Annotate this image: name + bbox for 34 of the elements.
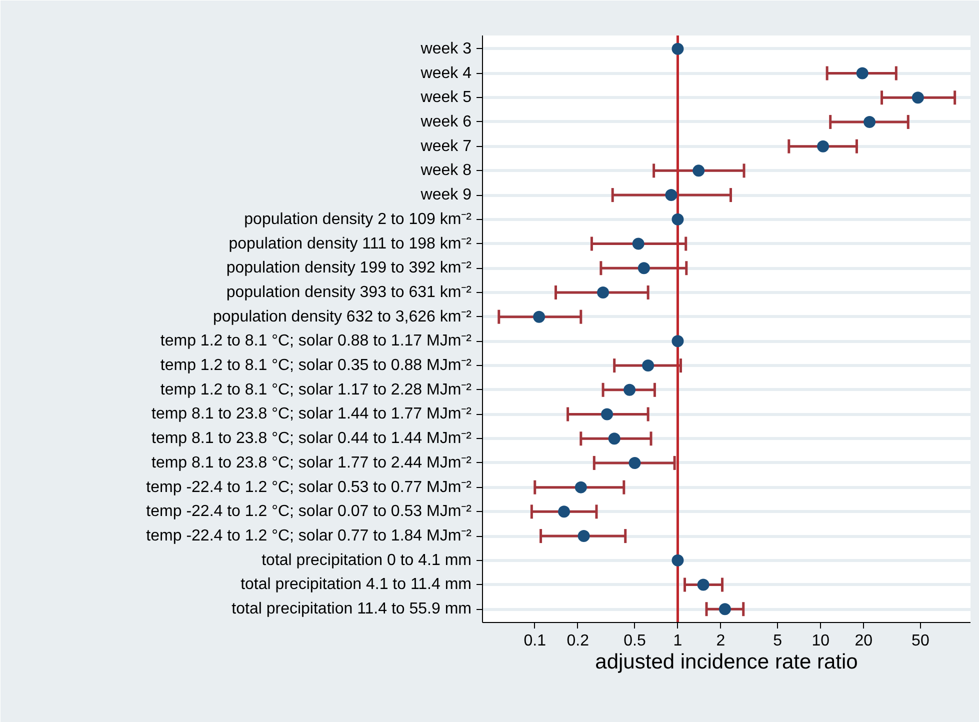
y-tick-label: population density 111 to 198 km⁻² <box>228 235 472 252</box>
y-tick-label: temp -22.4 to 1.2 °C; solar 0.53 to 0.77 MJm⁻² <box>146 478 472 496</box>
x-tick-label: 50 <box>912 632 930 650</box>
x-axis-title: adjusted incidence rate ratio <box>595 650 858 674</box>
y-tick-label: total precipitation 0 to 4.1 mm <box>262 552 472 569</box>
y-tick-label: week 8 <box>420 162 472 180</box>
x-tick-label: 2 <box>716 632 726 650</box>
y-tick-label: population density 199 to 392 km⁻² <box>226 260 472 277</box>
y-tick-label: week 3 <box>420 40 472 58</box>
x-tick-label: 0.1 <box>524 632 546 650</box>
x-tick-label: 0.5 <box>624 632 646 650</box>
y-tick-label: temp -22.4 to 1.2 °C; solar 0.77 to 1.84 MJm⁻² <box>146 528 472 545</box>
y-tick-label: week 4 <box>420 64 472 82</box>
y-tick-label: temp 8.1 to 23.8 °C; solar 0.44 to 1.44 MJm⁻² <box>152 430 472 448</box>
x-tick-label: 10 <box>812 632 830 650</box>
y-tick-label: week 6 <box>420 113 472 130</box>
x-tick-label: 20 <box>854 632 873 650</box>
y-tick-label: temp 1.2 to 8.1 °C; solar 1.17 to 2.28 MJm⁻² <box>160 381 472 398</box>
y-tick-label: total precipitation 11.4 to 55.9 mm <box>232 600 472 618</box>
y-tick-label: temp 1.2 to 8.1 °C; solar 0.35 to 0.88 MJm⁻² <box>160 357 472 374</box>
y-tick-label: week 9 <box>420 186 472 204</box>
x-tick-label: 1 <box>673 632 682 650</box>
y-tick-label: temp 8.1 to 23.8 °C; solar 1.44 to 1.77 MJm⁻² <box>152 406 472 423</box>
y-tick-label: population density 632 to 3,626 km⁻² <box>213 308 472 326</box>
y-tick-label: temp 8.1 to 23.8 °C; solar 1.77 to 2.44 MJm⁻² <box>152 454 472 472</box>
y-tick-label: population density 393 to 631 km⁻² <box>226 284 472 301</box>
x-tick-label: 5 <box>773 632 782 650</box>
y-tick-label: temp 1.2 to 8.1 °C; solar 0.88 to 1.17 MJm⁻² <box>160 332 472 350</box>
y-tick-label: week 7 <box>420 138 472 155</box>
y-tick-label: population density 2 to 109 km⁻² <box>244 210 472 228</box>
y-tick-label: total precipitation 4.1 to 11.4 mm <box>240 576 472 594</box>
y-tick-label: week 5 <box>420 89 472 106</box>
y-tick-label: temp -22.4 to 1.2 °C; solar 0.07 to 0.53 MJm⁻² <box>146 503 472 520</box>
x-tick-label: 0.2 <box>566 632 590 650</box>
